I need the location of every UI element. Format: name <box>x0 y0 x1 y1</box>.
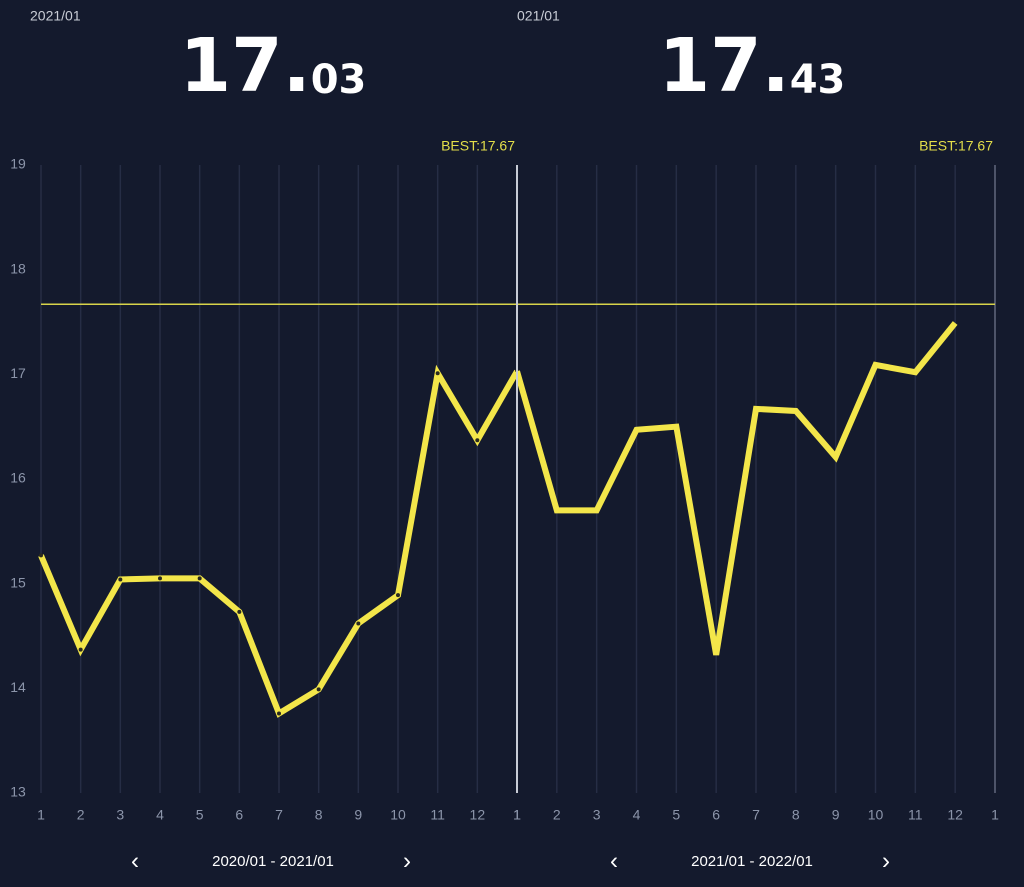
y-tick-label: 18 <box>10 260 26 276</box>
data-point <box>78 647 83 652</box>
value-integer: 17. <box>659 23 790 109</box>
data-point <box>158 576 162 581</box>
x-tick-label: 11 <box>430 807 445 823</box>
x-tick-label: 6 <box>235 807 243 823</box>
data-point <box>277 711 281 716</box>
best-label: BEST:17.67 <box>919 138 993 154</box>
data-point <box>396 593 400 598</box>
data-point <box>118 577 123 582</box>
data-point <box>475 438 480 443</box>
x-tick-label: 8 <box>792 807 800 823</box>
next-button[interactable]: › <box>403 847 411 874</box>
value-fraction: 03 <box>311 57 367 103</box>
date-label: 021/01 <box>517 8 560 24</box>
y-tick-label: 14 <box>10 679 26 695</box>
range-label: 2021/01 - 2022/01 <box>691 853 813 870</box>
data-point <box>356 621 361 626</box>
x-tick-label: 10 <box>868 807 884 823</box>
x-tick-label: 4 <box>156 807 164 823</box>
x-tick-label: 12 <box>947 807 963 823</box>
x-tick-label: 7 <box>752 807 760 823</box>
data-point <box>435 371 440 376</box>
x-tick-label: 5 <box>196 807 204 823</box>
x-tick-label: 9 <box>354 807 362 823</box>
x-tick-label: 4 <box>633 807 641 823</box>
y-tick-label: 17 <box>10 365 26 381</box>
value-integer: 17. <box>180 23 311 109</box>
value-fraction: 43 <box>790 57 846 103</box>
x-tick-label: 5 <box>672 807 680 823</box>
data-point <box>316 687 321 692</box>
x-tick-label: 11 <box>908 807 923 823</box>
x-tick-label: 1 <box>513 807 521 823</box>
y-tick-label: 19 <box>10 156 26 172</box>
x-tick-label: 1 <box>991 807 999 823</box>
x-tick-label: 9 <box>832 807 840 823</box>
data-point <box>237 609 242 614</box>
data-line <box>514 321 958 656</box>
x-tick-label: 6 <box>712 807 720 823</box>
x-tick-label: 10 <box>390 807 406 823</box>
x-tick-label: 12 <box>470 807 486 823</box>
range-label: 2020/01 - 2021/01 <box>212 853 334 870</box>
y-tick-label: 13 <box>10 784 26 800</box>
current-value: 17.43 <box>659 23 846 109</box>
x-tick-label: 8 <box>315 807 323 823</box>
current-value: 17.03 <box>180 23 367 109</box>
x-tick-label: 7 <box>275 807 283 823</box>
best-label: BEST:17.67 <box>441 138 515 154</box>
prev-button[interactable]: ‹ <box>131 847 139 874</box>
x-tick-label: 2 <box>553 807 561 823</box>
x-tick-label: 2 <box>77 807 85 823</box>
data-point <box>197 576 202 581</box>
data-point <box>39 553 43 558</box>
x-tick-label: 3 <box>116 807 124 823</box>
next-button[interactable]: › <box>882 847 890 874</box>
date-label: 2021/01 <box>30 8 81 24</box>
prev-button[interactable]: ‹ <box>610 847 618 874</box>
x-tick-label: 1 <box>37 807 45 823</box>
y-tick-label: 16 <box>10 470 26 486</box>
x-tick-label: 1 <box>513 807 521 823</box>
y-tick-label: 15 <box>10 574 26 590</box>
x-tick-label: 3 <box>593 807 601 823</box>
